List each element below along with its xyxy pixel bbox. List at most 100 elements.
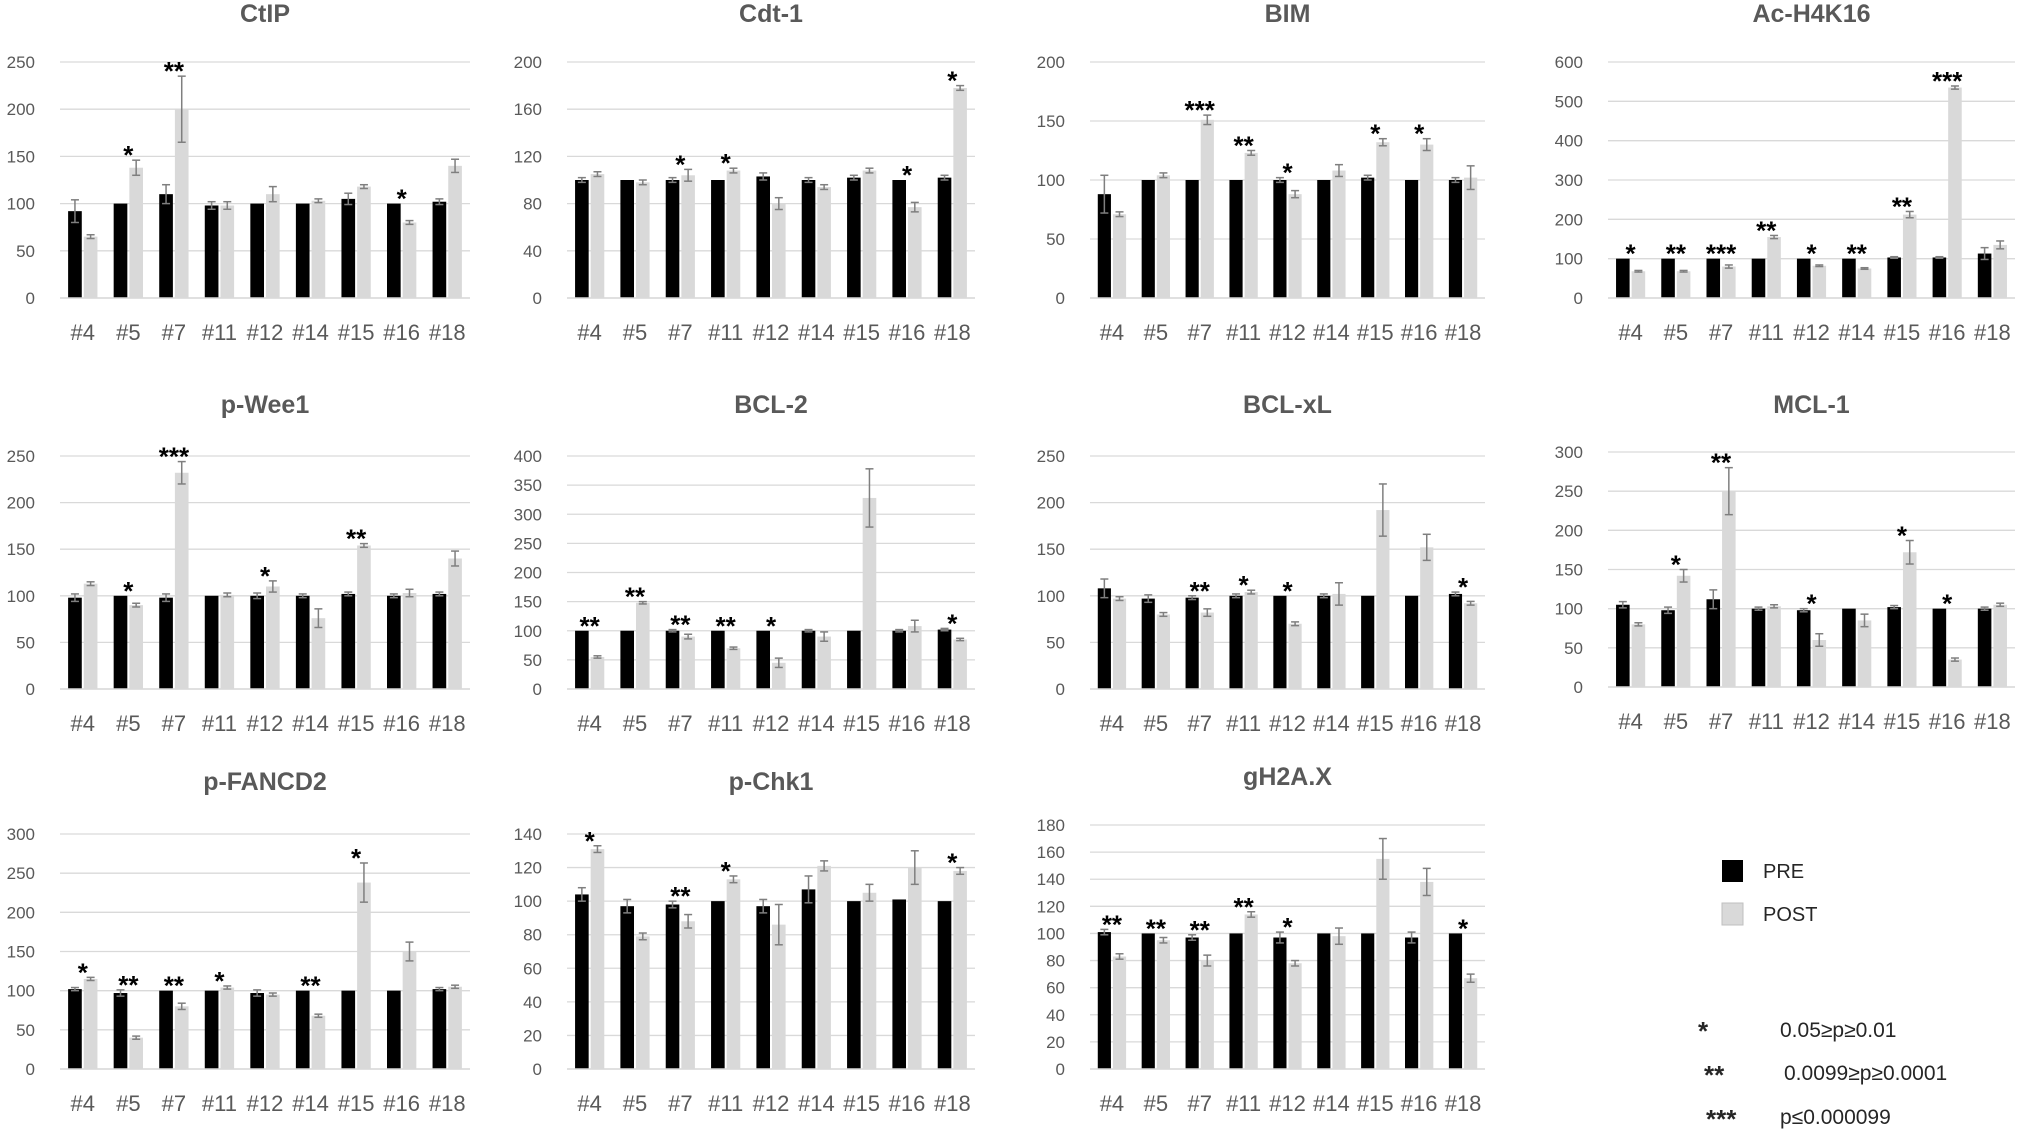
bar-post: [1420, 881, 1434, 1069]
bar-post: [402, 593, 417, 689]
bar-pre: [1796, 610, 1811, 687]
bar-post: [726, 648, 741, 689]
significance-marker: *: [1282, 912, 1293, 942]
x-tick-label: #16: [1929, 320, 1966, 345]
bar-pre: [711, 630, 725, 689]
x-tick-label: #5: [623, 320, 647, 345]
x-tick-label: #16: [889, 711, 926, 736]
bar-pre: [432, 593, 447, 689]
bar-post: [1376, 510, 1390, 689]
bar-post: [590, 849, 605, 1069]
bar-pre: [575, 894, 589, 1069]
x-tick-label: #7: [162, 711, 186, 736]
significance-marker: *: [1806, 239, 1817, 269]
x-tick-label: #12: [1793, 320, 1830, 345]
y-tick-label: 150: [7, 943, 35, 962]
x-tick-label: #7: [1187, 1091, 1211, 1116]
bar-pre: [1448, 593, 1463, 689]
bar-pre: [1185, 937, 1199, 1069]
bar-pre: [892, 630, 906, 689]
bar-pre: [847, 630, 861, 689]
y-tick-label: 150: [1037, 112, 1065, 131]
bar-post: [220, 594, 235, 689]
bar-post: [448, 986, 462, 1069]
significance-marker: *: [78, 957, 89, 987]
bar-post: [862, 892, 877, 1069]
bar-post: [1464, 603, 1478, 689]
legend-sig-symbol-2: **: [1704, 1060, 1725, 1090]
x-tick-label: #14: [292, 711, 329, 736]
bar-pre: [1317, 180, 1331, 298]
significance-marker: *: [1414, 119, 1425, 149]
x-tick-label: #18: [429, 1091, 466, 1116]
x-tick-label: #4: [71, 711, 95, 736]
bar-pre: [113, 203, 128, 298]
bar-pre: [756, 906, 770, 1069]
y-tick-label: 100: [1037, 924, 1065, 943]
y-tick-label: 200: [7, 903, 35, 922]
x-tick-label: #18: [1445, 320, 1482, 345]
y-tick-label: 150: [1555, 561, 1583, 580]
x-tick-label: #12: [1269, 1091, 1306, 1116]
x-tick-label: #4: [577, 711, 601, 736]
bar-pre: [159, 194, 173, 298]
y-tick-label: 200: [1555, 521, 1583, 540]
chart-title: CtIP: [240, 0, 290, 28]
bar-pre: [1097, 194, 1111, 298]
y-tick-label: 50: [523, 651, 542, 670]
y-tick-label: 40: [523, 993, 542, 1012]
x-tick-label: #11: [1749, 320, 1784, 345]
bar-post: [1112, 214, 1127, 298]
bar-post: [636, 602, 650, 689]
x-tick-label: #15: [843, 320, 880, 345]
y-tick-label: 100: [1555, 250, 1583, 269]
bar-pre: [1185, 597, 1199, 689]
significance-marker: **: [1666, 239, 1687, 269]
significance-marker: **: [1233, 131, 1254, 161]
y-tick-label: 150: [7, 540, 35, 559]
x-tick-label: #11: [708, 711, 743, 736]
significance-marker: **: [580, 611, 601, 641]
bar-post: [266, 194, 280, 298]
y-tick-label: 0: [26, 680, 35, 699]
significance-marker: **: [1711, 448, 1732, 478]
bar-post: [1464, 177, 1478, 298]
bar-pre: [159, 990, 173, 1069]
x-tick-label: #11: [202, 1091, 237, 1116]
bar-pre: [341, 198, 356, 298]
x-tick-label: #18: [1445, 1091, 1482, 1116]
bar-pre: [620, 180, 634, 298]
significance-marker: *: [902, 160, 913, 190]
significance-marker: *: [260, 561, 271, 591]
significance-marker: **: [716, 611, 737, 641]
bar-post: [1156, 175, 1170, 298]
y-tick-label: 0: [1574, 289, 1583, 308]
y-tick-label: 0: [1056, 680, 1065, 699]
bar-pre: [937, 901, 952, 1069]
bar-pre: [1661, 610, 1675, 687]
y-tick-label: 300: [7, 825, 35, 844]
significance-marker: *: [1942, 589, 1953, 619]
chart-title: Cdt-1: [739, 0, 803, 28]
y-tick-label: 160: [514, 100, 542, 119]
bar-post: [1288, 963, 1302, 1069]
bar-pre: [1616, 258, 1630, 298]
legend-sig-symbol-1: *: [1698, 1016, 1709, 1046]
y-tick-label: 250: [514, 534, 542, 553]
bar-pre: [295, 203, 310, 298]
x-tick-label: #18: [934, 711, 971, 736]
y-tick-label: 250: [1037, 447, 1065, 466]
significance-marker: **: [164, 56, 185, 86]
bar-pre: [711, 180, 725, 298]
x-tick-label: #4: [1100, 1091, 1124, 1116]
bar-post: [772, 203, 786, 298]
y-tick-label: 0: [1056, 1060, 1065, 1079]
bar-post: [681, 921, 695, 1069]
bar-pre: [1141, 598, 1155, 689]
y-tick-label: 50: [16, 633, 35, 652]
legend: PRE POST * 0.05≥p≥0.01 ** 0.0099≥p≥0.000…: [1698, 860, 1947, 1134]
bar-post: [1376, 858, 1390, 1069]
bar-pre: [1932, 608, 1947, 687]
x-tick-label: #12: [1269, 711, 1306, 736]
